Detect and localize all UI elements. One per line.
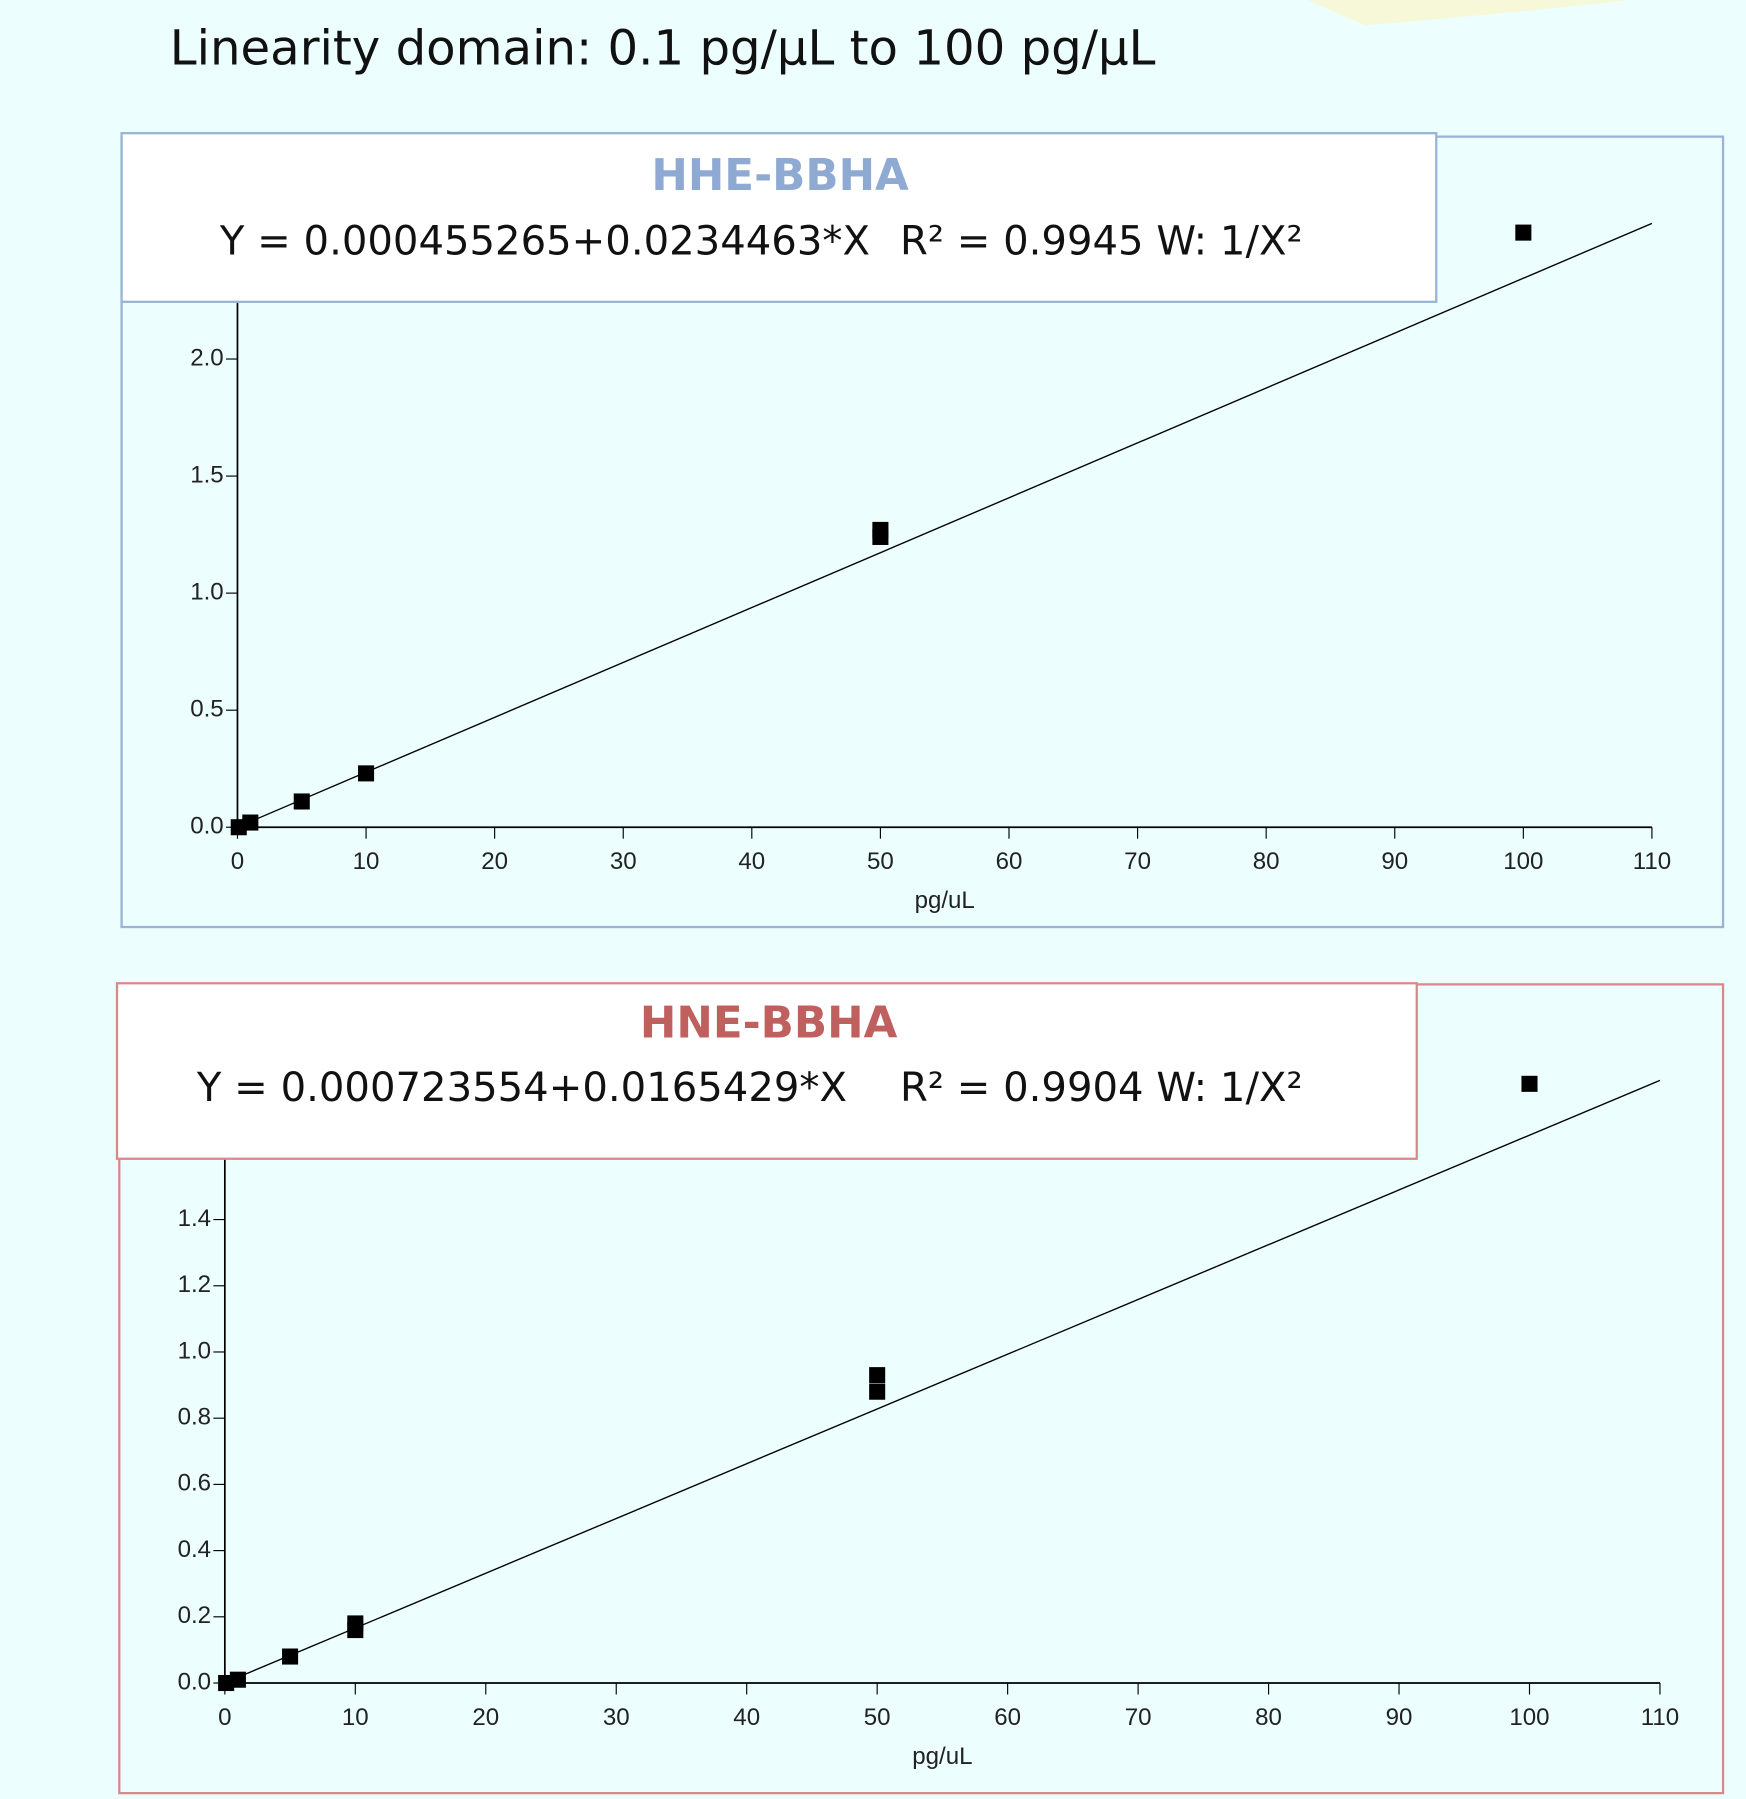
fit-line: [224, 1079, 1661, 1684]
fit-line: [237, 222, 1653, 828]
x-tick-label: 10: [353, 848, 380, 875]
x-tick-label: 60: [994, 1704, 1021, 1731]
x-tick-label: 100: [1503, 848, 1543, 875]
y-tick-label: 0.2: [178, 1602, 211, 1629]
data-point: [1521, 1075, 1538, 1092]
data-point: [293, 793, 310, 810]
y-tick-label: 1.2: [178, 1271, 211, 1298]
r-squared: R² = 0.9945 W: 1/X²: [900, 218, 1303, 264]
data-point: [282, 1648, 299, 1665]
y-tick-label: 1.5: [190, 461, 223, 488]
decoration: [1307, 0, 1629, 26]
x-tick-label: 10: [342, 1704, 369, 1731]
y-tick-label: 0.5: [190, 696, 223, 723]
x-tick-label: 90: [1386, 1704, 1413, 1731]
x-tick-label: 0: [218, 1704, 231, 1731]
x-axis-label: pg/uL: [915, 887, 975, 914]
x-tick-label: 30: [610, 848, 637, 875]
x-tick-label: 70: [1124, 848, 1151, 875]
x-tick-label: 80: [1255, 1704, 1282, 1731]
data-point: [347, 1615, 364, 1632]
data-point: [869, 1383, 886, 1400]
x-tick-label: 20: [472, 1704, 499, 1731]
x-tick-label: 50: [864, 1704, 891, 1731]
x-axis-label: pg/uL: [912, 1743, 972, 1770]
x-tick-label: 50: [867, 848, 894, 875]
data-point: [869, 1367, 886, 1384]
x-tick-label: 60: [996, 848, 1023, 875]
x-tick-label: 0: [231, 848, 244, 875]
data-point: [872, 521, 889, 538]
data-point: [242, 814, 259, 831]
x-tick-label: 30: [603, 1704, 630, 1731]
y-tick-label: 0.0: [190, 813, 223, 840]
y-tick-label: 1.0: [178, 1337, 211, 1364]
equation: Y = 0.000723554+0.0165429*X: [196, 1065, 847, 1111]
y-tick-label: 0.6: [178, 1470, 211, 1497]
equation-box: [120, 132, 1438, 303]
x-tick-label: 80: [1253, 848, 1280, 875]
r-squared: R² = 0.9904 W: 1/X²: [900, 1065, 1303, 1111]
chart-title: HHE-BBHA: [651, 151, 909, 201]
x-tick-label: 40: [738, 848, 765, 875]
x-tick-label: 110: [1641, 1704, 1679, 1731]
data-point: [229, 1671, 246, 1688]
x-tick-label: 110: [1633, 848, 1671, 875]
data-point: [1515, 224, 1532, 241]
x-tick-label: 70: [1125, 1704, 1152, 1731]
x-tick-label: 90: [1381, 848, 1408, 875]
y-tick-label: 0.4: [178, 1536, 211, 1563]
y-tick-label: 0.8: [178, 1404, 211, 1431]
equation-box: [115, 982, 1418, 1160]
data-point: [358, 765, 375, 782]
y-tick-label: 1.4: [178, 1205, 211, 1232]
y-tick-label: 2.0: [190, 344, 223, 371]
x-tick-label: 100: [1509, 1704, 1549, 1731]
y-tick-label: 1.0: [190, 578, 223, 605]
chart-title: HNE-BBHA: [640, 999, 898, 1049]
x-tick-label: 20: [481, 848, 508, 875]
page-title: Linearity domain: 0.1 pg/µL to 100 pg/µL: [170, 21, 1156, 77]
equation: Y = 0.000455265+0.0234463*X: [219, 218, 870, 264]
y-tick-label: 0.0: [178, 1668, 211, 1695]
x-tick-label: 40: [733, 1704, 760, 1731]
